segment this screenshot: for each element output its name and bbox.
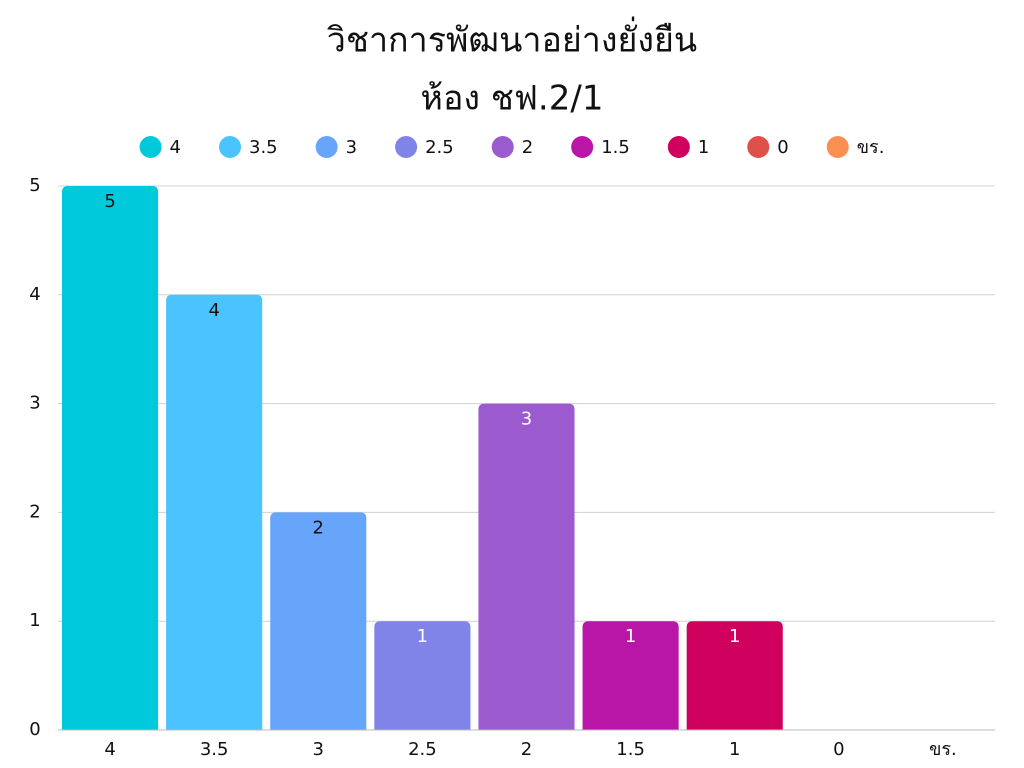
x-tick-label: 2.5 bbox=[408, 739, 437, 760]
value-label: 3 bbox=[521, 409, 532, 430]
value-label: 5 bbox=[104, 191, 115, 212]
x-tick-label: 3.5 bbox=[200, 739, 229, 760]
legend-marker bbox=[139, 136, 162, 158]
value-label: 1 bbox=[417, 626, 428, 647]
x-tick-label: 3 bbox=[313, 739, 324, 760]
legend-label: 3 bbox=[346, 137, 357, 158]
y-tick-label: 2 bbox=[29, 501, 40, 522]
bar bbox=[582, 621, 679, 730]
legend-label: 4 bbox=[170, 137, 181, 158]
legend-marker bbox=[571, 136, 594, 158]
y-tick-label: 0 bbox=[29, 719, 40, 740]
chart-subtitle: ห้อง ชฟ.2/1 bbox=[421, 79, 604, 119]
bar bbox=[478, 403, 575, 730]
x-tick-label: 0 bbox=[833, 739, 844, 760]
legend: 4 3.5 3 2.5 2 1.5 1 0 ขร. bbox=[139, 136, 885, 158]
x-tick-label: ขร. bbox=[929, 739, 957, 760]
legend-marker bbox=[395, 136, 418, 158]
legend-label: 0 bbox=[777, 137, 788, 158]
value-label: 1 bbox=[729, 626, 740, 647]
bar bbox=[62, 186, 159, 730]
legend-label: 3.5 bbox=[249, 137, 278, 158]
bar bbox=[686, 621, 783, 730]
x-tick-label: 4 bbox=[104, 739, 115, 760]
chart-title: วิชาการพัฒนาอย่างยั่งยืน bbox=[327, 17, 697, 61]
legend-label: 2 bbox=[522, 137, 533, 158]
value-label: 1 bbox=[625, 626, 636, 647]
legend-marker bbox=[747, 136, 770, 158]
legend-label: ขร. bbox=[857, 137, 885, 158]
y-tick-label: 5 bbox=[29, 175, 40, 196]
legend-marker bbox=[315, 136, 338, 158]
legend-marker bbox=[826, 136, 849, 158]
legend-label: 2.5 bbox=[425, 137, 454, 158]
bar bbox=[166, 294, 263, 730]
x-tick-label: 1 bbox=[729, 739, 740, 760]
y-tick-label: 4 bbox=[29, 284, 40, 305]
legend-label: 1.5 bbox=[601, 137, 630, 158]
value-label: 4 bbox=[208, 300, 219, 321]
x-tick-label: 1.5 bbox=[616, 739, 645, 760]
y-tick-label: 1 bbox=[29, 610, 40, 631]
bar bbox=[270, 512, 367, 730]
legend-marker bbox=[667, 136, 690, 158]
x-tick-label: 2 bbox=[521, 739, 532, 760]
legend-marker bbox=[219, 136, 242, 158]
bar bbox=[374, 621, 471, 730]
legend-label: 1 bbox=[698, 137, 709, 158]
y-tick-label: 3 bbox=[29, 393, 40, 414]
value-label: 2 bbox=[313, 517, 324, 538]
legend-marker bbox=[491, 136, 514, 158]
